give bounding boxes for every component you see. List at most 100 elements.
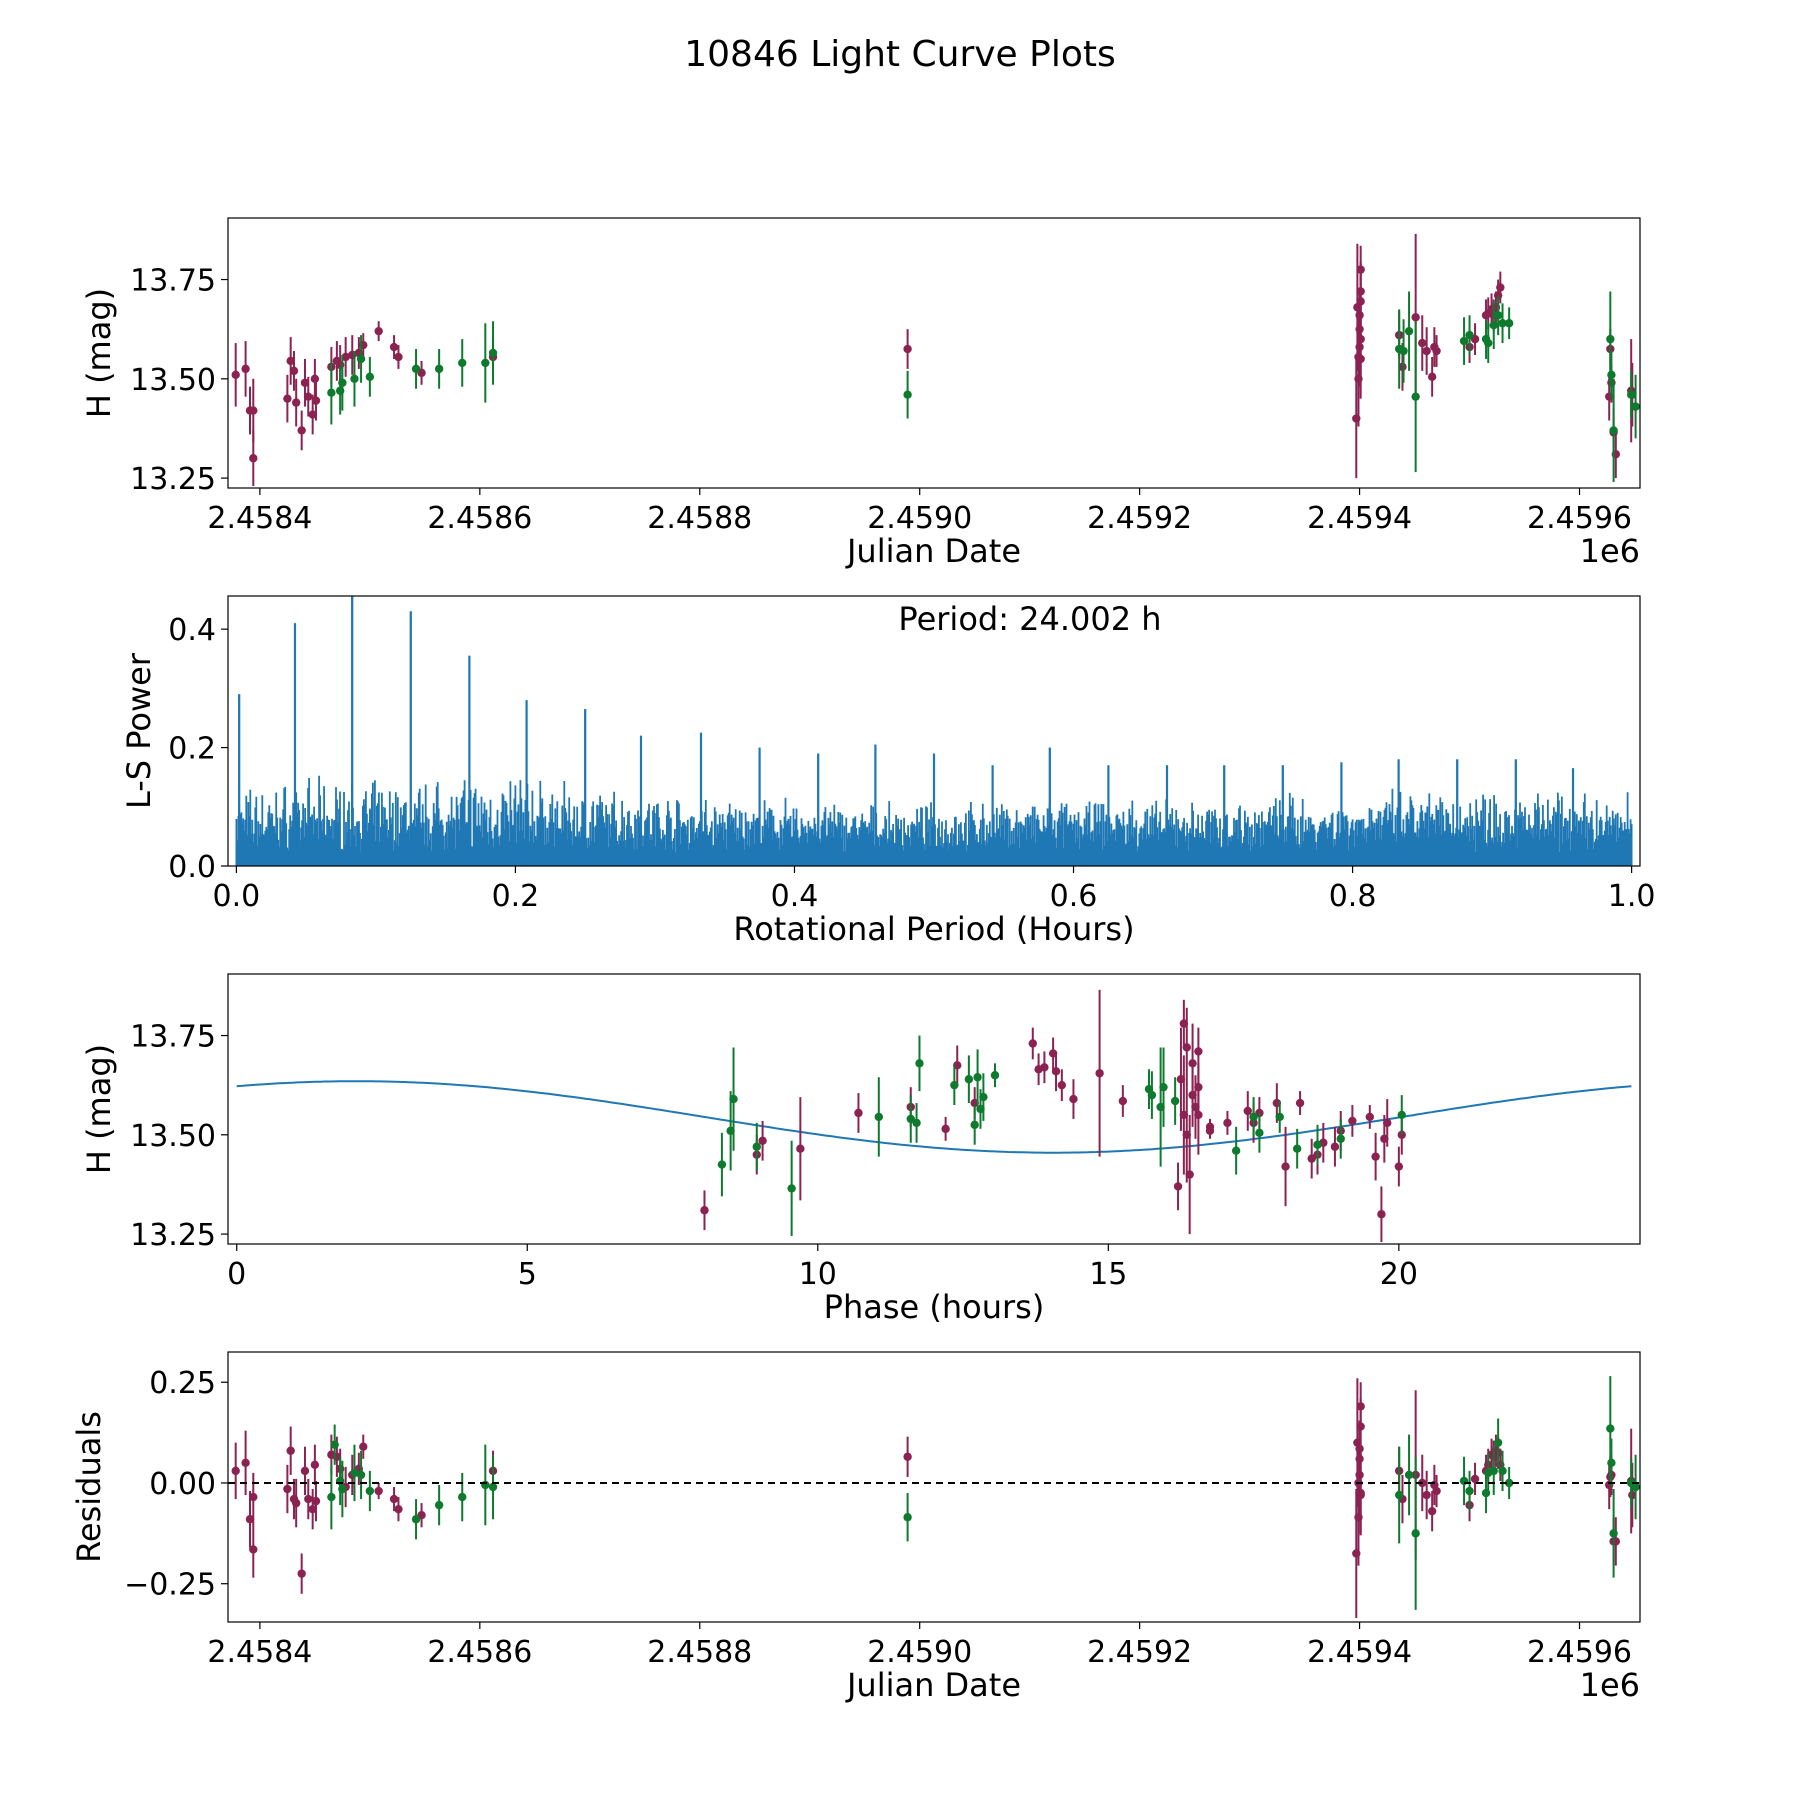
green-data-point	[717, 1160, 727, 1169]
green-data-point	[1255, 1128, 1264, 1138]
green-data-point	[973, 1073, 982, 1082]
maroon-data-point	[245, 1515, 255, 1524]
maroon-data-point	[1118, 1096, 1128, 1106]
plot-frame	[227, 973, 1641, 1245]
green-data-point	[350, 1468, 359, 1478]
y-axis-label: H (mag)	[80, 1044, 118, 1174]
green-data-point	[1275, 1112, 1284, 1122]
maroon-data-point	[308, 1504, 317, 1514]
green-data-point	[481, 358, 490, 368]
panel-residuals: 2.4584 2.4586 2.4588 2.4590 2.4592 2.4594 2.45…	[70, 1351, 1641, 1704]
green-data-point	[1606, 334, 1615, 344]
green-data-point	[356, 354, 366, 364]
maroon-data-point	[854, 1108, 863, 1118]
green-data-point	[434, 1500, 444, 1510]
maroon-data-point	[1281, 1162, 1290, 1171]
x-tick-label: 2.4594	[1307, 1635, 1412, 1670]
maroon-data-point	[310, 1460, 320, 1470]
green-data-point	[970, 1120, 979, 1130]
green-data-point	[338, 1484, 347, 1494]
x-tick-label: 0.6	[1050, 879, 1098, 914]
maroon-data-point	[286, 1446, 295, 1455]
x-tick-label: 5	[518, 1257, 537, 1292]
green-data-point	[1607, 1458, 1616, 1468]
green-data-point	[330, 1440, 339, 1449]
maroon-data-point	[1356, 1488, 1365, 1498]
y-tick-label: 13.50	[130, 1119, 216, 1154]
maroon-data-point	[341, 352, 350, 362]
green-data-point	[1606, 1424, 1615, 1433]
green-data-point	[458, 358, 467, 368]
green-data-point	[1249, 1112, 1258, 1122]
maroon-data-point	[291, 1498, 301, 1508]
x-tick-label: 2.4588	[647, 1635, 752, 1670]
panel-periodogram: 0.0 0.2 0.4 0.6 0.8 1.0 0.0 0.2 0.4 Period: 24.0…	[120, 595, 1655, 948]
x-tick-label: 2.4592	[1087, 501, 1192, 536]
maroon-data-point	[1182, 1043, 1191, 1052]
y-tick-label: 0.25	[149, 1366, 216, 1401]
maroon-data-point	[1057, 1080, 1067, 1090]
x-offset-label: 1e6	[1580, 1666, 1640, 1704]
maroon-data-point	[903, 344, 912, 354]
maroon-data-point	[1377, 1210, 1386, 1219]
green-data-point	[1493, 311, 1503, 320]
green-data-point	[1631, 402, 1640, 411]
green-data-point	[338, 378, 347, 387]
green-data-point	[1404, 326, 1414, 336]
green-data-point	[1394, 1490, 1404, 1500]
green-data-point	[1399, 346, 1408, 356]
maroon-data-point	[1422, 346, 1431, 356]
maroon-data-point	[374, 1486, 383, 1496]
maroon-data-point	[394, 1504, 403, 1514]
maroon-data-point	[1194, 1047, 1203, 1056]
y-tick-label: 0.00	[149, 1467, 216, 1502]
green-data-point	[327, 1492, 336, 1502]
green-data-point	[964, 1075, 974, 1084]
green-data-point	[1459, 336, 1469, 346]
period-annotation: Period: 24.002 h	[898, 600, 1161, 638]
x-tick-label: 0	[227, 1257, 246, 1292]
maroon-data-point	[1398, 362, 1407, 372]
green-data-point	[350, 374, 359, 384]
green-data-point	[1411, 392, 1420, 401]
maroon-data-point	[241, 364, 250, 374]
green-data-point	[990, 1071, 1000, 1080]
maroon-data-point	[359, 1442, 368, 1451]
y-tick-label: 13.25	[130, 1218, 216, 1253]
green-data-point	[1484, 338, 1493, 348]
y-tick-label: 0.0	[168, 850, 216, 885]
panel-lightcurve: 2.4584 2.4586 2.4588 2.4590 2.4592 2.4594 2.45…	[80, 217, 1641, 570]
plot-frame	[227, 217, 1641, 489]
green-data-point	[434, 364, 444, 374]
maroon-data-point	[1371, 1152, 1380, 1161]
green-data-point	[1404, 1470, 1414, 1480]
green-data-point	[1465, 330, 1474, 340]
green-data-point	[411, 364, 421, 374]
x-tick-label: 2.4592	[1087, 1635, 1192, 1670]
maroon-data-point	[374, 326, 383, 336]
maroon-data-point	[297, 426, 306, 435]
maroon-data-point	[300, 378, 310, 387]
green-data-point	[1411, 1529, 1420, 1538]
maroon-data-point	[249, 1492, 258, 1502]
x-tick-label: 0.4	[771, 879, 819, 914]
maroon-data-point	[1427, 372, 1437, 382]
maroon-data-point	[1383, 1118, 1392, 1128]
maroon-data-point	[297, 1569, 306, 1578]
maroon-data-point	[1394, 1162, 1404, 1171]
maroon-data-point	[700, 1206, 709, 1215]
maroon-data-point	[289, 366, 299, 376]
green-data-point	[327, 388, 336, 397]
maroon-data-point	[1243, 1106, 1252, 1116]
x-tick-label: 2.4588	[647, 501, 752, 536]
green-data-point	[1504, 319, 1514, 328]
green-data-point	[903, 390, 912, 399]
maroon-data-point	[1411, 313, 1420, 322]
maroon-data-point	[941, 1124, 950, 1134]
y-tick-label: 13.75	[130, 264, 216, 299]
green-data-point	[411, 1515, 421, 1524]
x-tick-label: 2.4584	[207, 501, 312, 536]
x-tick-label: 2.4590	[867, 1635, 972, 1670]
maroon-data-point	[1355, 1444, 1364, 1453]
maroon-data-point	[1205, 1122, 1215, 1132]
